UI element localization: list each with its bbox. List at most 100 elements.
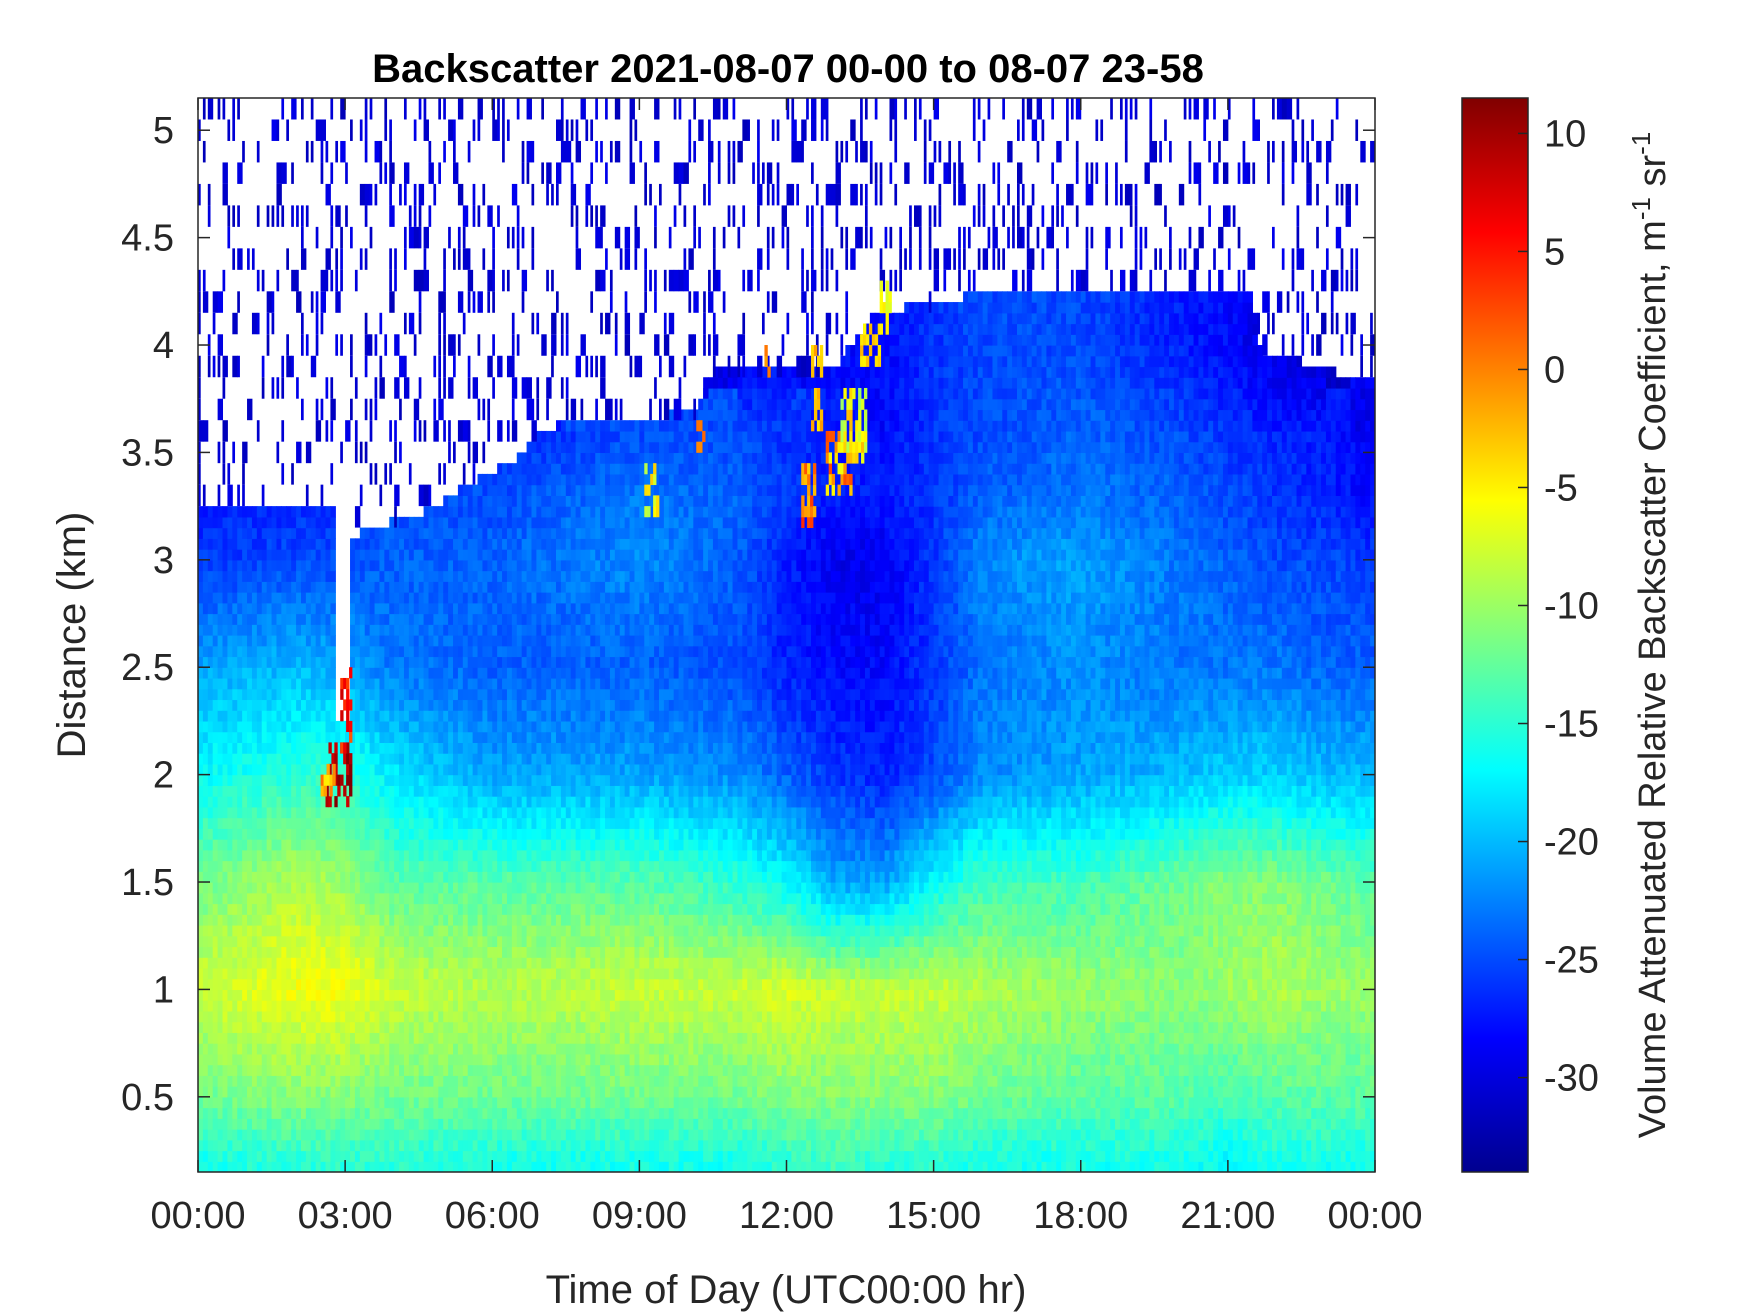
- heatmap-cell: [266, 1086, 273, 1098]
- heatmap-cell: [389, 1161, 395, 1172]
- heatmap-cell: [384, 903, 390, 915]
- heatmap-cell: [506, 1010, 513, 1023]
- heatmap-cell: [546, 1096, 552, 1109]
- heatmap-cell: [394, 677, 400, 690]
- heatmap-cell: [310, 1118, 317, 1130]
- heatmap-cell: [266, 849, 273, 862]
- heatmap-cell: [251, 613, 258, 625]
- heatmap-cell: [497, 989, 503, 1001]
- heatmap-cell: [462, 527, 469, 539]
- heatmap-cell: [296, 1139, 302, 1152]
- heatmap-cell: [300, 1129, 307, 1141]
- heatmap-cell: [413, 1000, 420, 1012]
- heatmap-cell: [296, 1150, 302, 1162]
- heatmap-cell: [217, 763, 224, 776]
- heatmap-cell: [251, 699, 258, 711]
- heatmap-cell: [276, 849, 282, 862]
- heatmap-cell: [531, 581, 537, 593]
- heatmap-cell: [286, 1021, 292, 1033]
- heatmap-cell: [575, 957, 582, 969]
- heatmap-cell: [276, 581, 282, 593]
- heatmap-cell: [399, 914, 405, 926]
- heatmap-cell: [261, 753, 268, 765]
- heatmap-cell: [526, 463, 533, 475]
- heatmap-cell: [198, 871, 204, 883]
- heatmap-cell: [551, 667, 557, 679]
- heatmap-cell: [251, 892, 258, 905]
- heatmap-cell: [482, 549, 488, 561]
- heatmap-cell: [516, 1000, 523, 1012]
- heatmap-cell: [222, 1118, 229, 1130]
- heatmap-cell: [222, 1129, 229, 1141]
- heatmap-cell: [291, 602, 297, 615]
- heatmap-cell: [256, 1010, 263, 1023]
- heatmap-cell: [207, 1129, 214, 1141]
- heatmap-cell: [271, 516, 278, 529]
- heatmap-cell: [320, 506, 327, 518]
- heatmap-cell: [384, 1118, 390, 1130]
- heatmap-cell: [521, 527, 528, 539]
- heatmap-cell: [281, 871, 287, 883]
- heatmap-cell: [305, 957, 312, 969]
- heatmap-cell: [261, 978, 268, 991]
- heatmap-cell: [217, 720, 224, 733]
- heatmap-cell: [217, 699, 224, 711]
- heatmap-cell: [457, 1021, 464, 1033]
- heatmap-cell: [296, 967, 302, 980]
- heatmap-cell: [399, 967, 405, 980]
- heatmap-cell: [330, 1107, 336, 1119]
- heatmap-cell: [374, 806, 381, 819]
- heatmap-cell: [418, 677, 425, 690]
- heatmap-cell: [202, 559, 209, 572]
- heatmap-cell: [536, 817, 542, 829]
- heatmap-cell: [497, 538, 503, 550]
- heatmap-cell: [526, 699, 533, 711]
- heatmap-cell: [242, 1107, 248, 1119]
- heatmap-cell: [546, 1129, 552, 1141]
- heatmap-cell: [379, 882, 385, 894]
- heatmap-cell: [526, 989, 533, 1001]
- heatmap-cell: [379, 903, 385, 915]
- heatmap-cell: [453, 817, 459, 829]
- heatmap-cell: [242, 742, 248, 754]
- heatmap-cell: [315, 570, 322, 582]
- heatmap-cell: [428, 882, 434, 894]
- heatmap-cell: [457, 559, 464, 572]
- heatmap-cell: [556, 731, 562, 743]
- heatmap-cell: [389, 989, 395, 1001]
- heatmap-cell: [423, 871, 430, 883]
- heatmap-cell: [202, 871, 209, 883]
- heatmap-cell: [266, 1000, 273, 1012]
- heatmap-cell: [511, 473, 518, 486]
- heatmap-cell: [296, 516, 302, 529]
- heatmap-cell: [526, 527, 533, 539]
- heatmap-cell: [551, 763, 557, 776]
- heatmap-cell: [472, 989, 479, 1001]
- heatmap-cell: [330, 892, 336, 905]
- heatmap-cell: [320, 1075, 327, 1087]
- heatmap-cell: [217, 527, 224, 539]
- heatmap-cell: [310, 1086, 317, 1098]
- heatmap-cell: [325, 882, 332, 894]
- heatmap-cell: [198, 1107, 204, 1119]
- heatmap-cell: [310, 688, 317, 701]
- heatmap-cell: [403, 785, 410, 797]
- heatmap-cell: [502, 978, 508, 991]
- heatmap-cell: [546, 538, 552, 550]
- heatmap-cell: [266, 785, 273, 797]
- heatmap-cell: [472, 849, 479, 862]
- heatmap-cell: [467, 946, 474, 958]
- heatmap-cell: [320, 1010, 327, 1023]
- heatmap-cell: [222, 946, 229, 958]
- heatmap-cell: [531, 495, 537, 507]
- heatmap-cell: [281, 806, 287, 819]
- heatmap-cell: [428, 549, 434, 561]
- heatmap-cell: [443, 688, 449, 701]
- heatmap-cell: [394, 645, 400, 658]
- heatmap-cell: [580, 967, 587, 980]
- heatmap-cell: [457, 849, 464, 862]
- heatmap-cell: [350, 1107, 356, 1119]
- heatmap-cell: [516, 967, 523, 980]
- heatmap-cell: [276, 1118, 282, 1130]
- heatmap-cell: [266, 860, 273, 872]
